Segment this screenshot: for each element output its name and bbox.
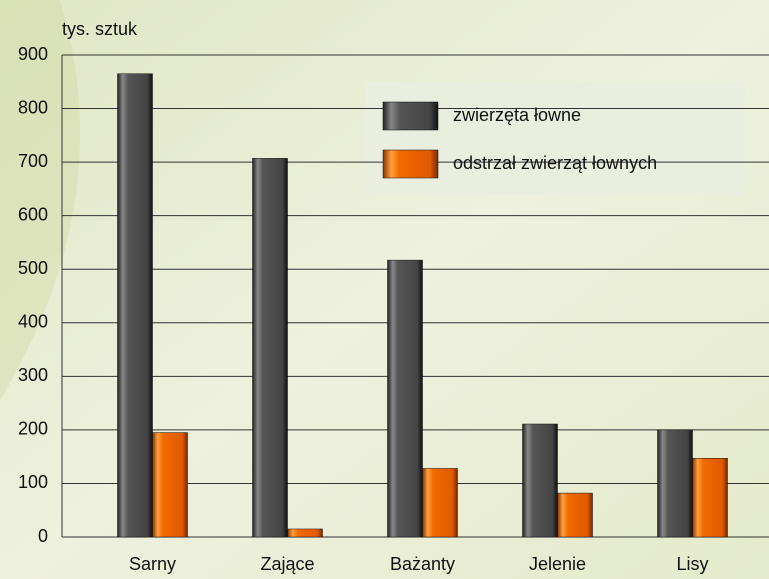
- y-tick-label: 700: [18, 151, 48, 171]
- bar: [422, 468, 458, 538]
- y-tick-label: 800: [18, 97, 48, 117]
- bar: [657, 429, 693, 538]
- y-tick-label: 200: [18, 419, 48, 439]
- x-tick-label: Lisy: [676, 554, 708, 574]
- bar: [522, 423, 558, 538]
- y-tick-label: 600: [18, 204, 48, 224]
- bar: [692, 458, 728, 538]
- bar: [287, 528, 323, 538]
- legend-swatch: [382, 149, 439, 179]
- bar: [152, 432, 188, 538]
- legend-swatch: [382, 101, 439, 131]
- x-tick-label: Sarny: [129, 554, 176, 574]
- y-tick-label: 500: [18, 258, 48, 278]
- x-tick-label: Jelenie: [529, 554, 586, 574]
- decoration: [0, 0, 80, 400]
- y-tick-label: 900: [18, 44, 48, 64]
- x-tick-label: Zające: [260, 554, 314, 574]
- y-axis-label: tys. sztuk: [62, 19, 138, 39]
- bar: [557, 492, 593, 538]
- x-tick-label: Bażanty: [390, 554, 455, 574]
- legend-label: zwierzęta łowne: [453, 105, 581, 125]
- bar: [252, 158, 288, 538]
- y-tick-label: 0: [38, 526, 48, 546]
- y-tick-label: 400: [18, 312, 48, 332]
- y-tick-label: 300: [18, 365, 48, 385]
- legend-label: odstrzał zwierząt łownych: [453, 153, 657, 173]
- y-tick-label: 100: [18, 472, 48, 492]
- bar: [387, 259, 423, 538]
- bar: [117, 73, 153, 538]
